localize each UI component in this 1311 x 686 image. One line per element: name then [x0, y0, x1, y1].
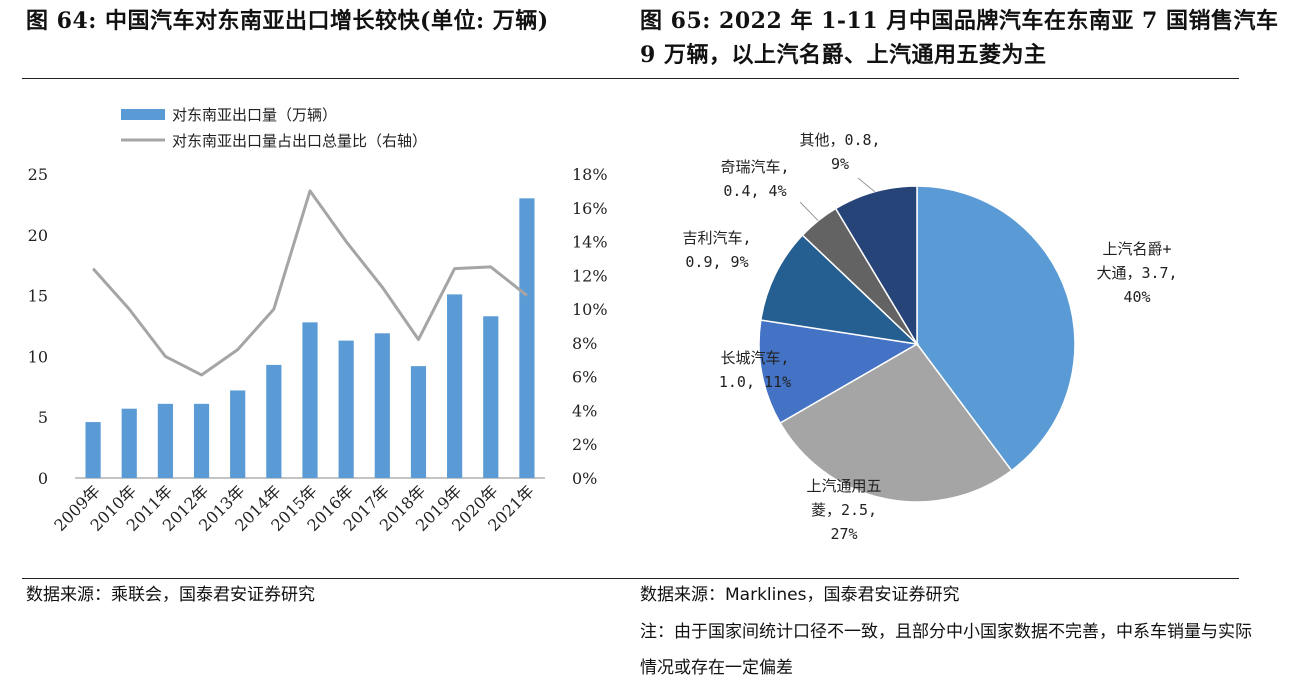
bar-2020年	[483, 316, 499, 478]
top-divider	[22, 78, 1239, 79]
pie-slice-3	[759, 234, 920, 346]
pie-label-3: 吉利汽车,	[682, 229, 751, 247]
pie-leader-line	[799, 201, 819, 222]
left-chart-title: 图 64: 中国汽车对东南亚出口增长较快(单位: 万辆)	[26, 8, 549, 34]
y-right-tick-label: 6%	[572, 368, 597, 387]
legend-line-label: 对东南亚出口量占出口总量比（右轴）	[172, 132, 427, 150]
pie-slice-0	[916, 185, 1076, 472]
bar-2019年	[447, 294, 463, 478]
bottom-divider	[22, 578, 1239, 579]
y-right-tick-label: 12%	[572, 266, 608, 285]
bar-2018年	[410, 366, 427, 478]
pie-slice-1	[779, 343, 1013, 503]
legend-bar-swatch	[121, 109, 165, 120]
bar-2010年	[121, 408, 137, 478]
y-left-tick-label: 25	[28, 165, 48, 184]
y-right-tick-label: 0%	[572, 469, 597, 488]
y-right-tick-label: 8%	[572, 334, 597, 353]
y-left-tick-label: 10	[28, 347, 48, 366]
y-right-tick-label: 14%	[572, 233, 608, 252]
bar-2017年	[374, 333, 390, 478]
y-right-tick-label: 10%	[572, 300, 608, 319]
bar-2011年	[157, 403, 173, 478]
bar-2012年	[193, 403, 210, 478]
pie-label-5: 其他，0.8,	[799, 131, 880, 149]
pie-label-1: 27%	[830, 525, 857, 543]
y-right-tick-label: 16%	[572, 199, 608, 218]
pie-label-3: 0.9, 9%	[685, 253, 748, 271]
y-right-tick-label: 4%	[572, 401, 597, 420]
y-right-tick-label: 18%	[572, 165, 608, 184]
pie-label-4: 0.4, 4%	[723, 182, 786, 200]
pie-chart: 上汽名爵+ 大通，3.7, 40% 上汽通用五菱，2.5, 27% 长城汽车, 1.0, 1…	[682, 131, 1177, 543]
y-left-tick-label: 20	[28, 226, 48, 245]
source-right: 数据来源：Marklines，国泰君安证券研究	[640, 585, 960, 605]
bar-2014年	[266, 364, 282, 478]
pie-slice-2	[758, 319, 920, 425]
pie-label-2: 长城汽车,	[720, 349, 789, 367]
pie-label-4: 奇瑞汽车,	[720, 158, 789, 176]
bar-line-chart: 05101520250%2%4%6%8%10%12%14%16%18%2009年…	[28, 106, 608, 535]
bar-2021年	[519, 198, 535, 478]
pie-label-1: 菱，2.5,	[811, 501, 877, 519]
share-line	[91, 189, 528, 377]
pie-leader-line	[857, 177, 876, 193]
right-chart-title: 图 65: 2022 年 1-11 月中国品牌汽车在东南亚 7 国销售汽车 9 …	[640, 8, 1279, 68]
pie-label-1: 上汽通用五	[806, 477, 881, 495]
y-right-tick-label: 2%	[572, 435, 597, 454]
pie-label-0: 上汽名爵+	[1102, 240, 1171, 258]
note-right: 注：由于国家间统计口径不一致，且部分中小国家数据不完善，中系车销量与实际情况或存…	[640, 622, 1252, 678]
y-left-tick-label: 0	[38, 469, 48, 488]
pie-label-0: 40%	[1123, 288, 1150, 306]
source-left: 数据来源：乘联会，国泰君安证券研究	[26, 585, 315, 605]
pie-label-5: 9%	[831, 155, 849, 173]
pie-label-2: 1.0, 11%	[719, 373, 791, 391]
pie-label-0: 大通，3.7,	[1096, 264, 1177, 282]
legend-bar-label: 对东南亚出口量（万辆）	[172, 106, 337, 124]
bar-2009年	[85, 422, 101, 478]
y-left-tick-label: 15	[28, 287, 48, 306]
y-left-tick-label: 5	[38, 408, 48, 427]
pie-slice-5	[834, 185, 918, 347]
bar-2016年	[338, 340, 354, 478]
bar-2013年	[230, 390, 246, 478]
bar-2015年	[302, 322, 318, 478]
